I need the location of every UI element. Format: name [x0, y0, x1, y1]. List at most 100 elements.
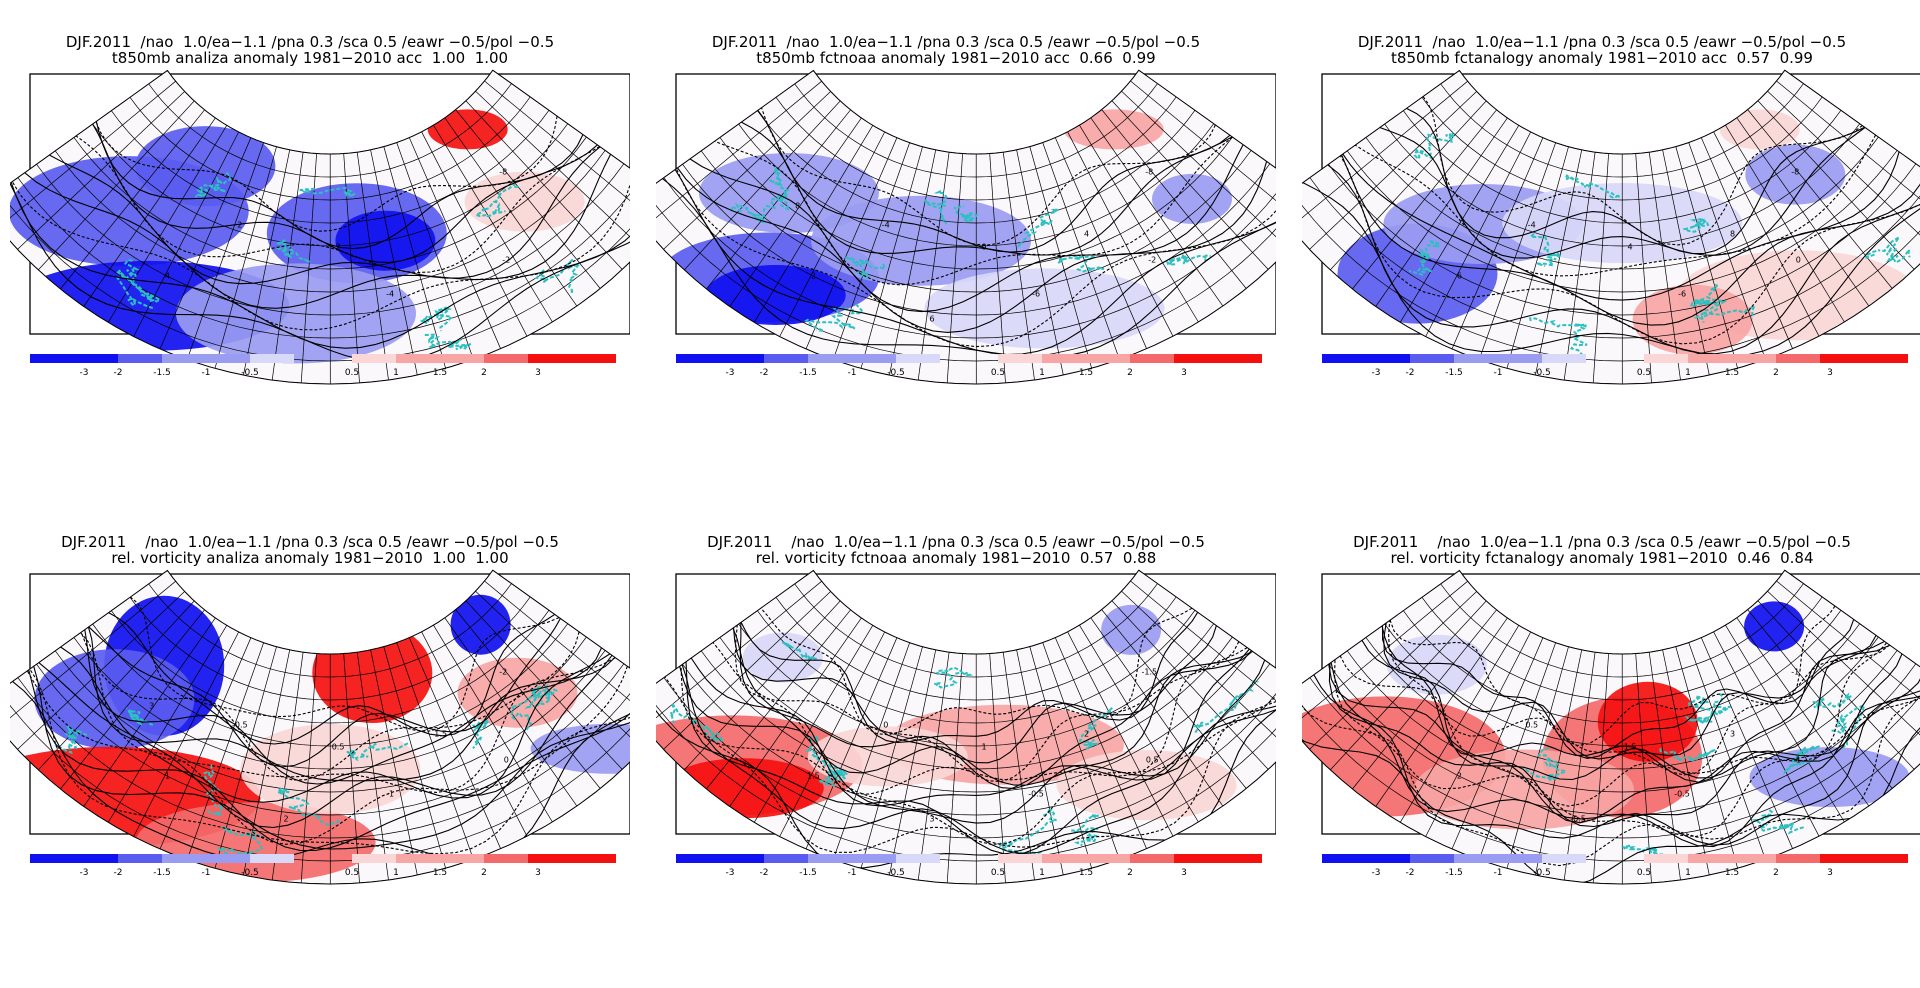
- colorbar-tick-label: 2: [1773, 868, 1779, 878]
- anomaly-shade: [457, 657, 578, 728]
- contour-label: 3: [149, 702, 154, 711]
- map-panel-vorticity-fctnoaa: DJF.2011 /nao 1.0/ea−1.1 /pna 0.3 /sca 0…: [656, 534, 1276, 974]
- panel-title-line1: DJF.2011 /nao 1.0/ea−1.1 /pna 0.3 /sca 0…: [61, 533, 559, 551]
- panel-title-line2: t850mb fctnoaa anomaly 1981−2010 acc 0.6…: [756, 49, 1156, 67]
- map-canvas: -8 -6 -4 -2 0 2 4 6 8 -3 -2 -1.5 -1 -0.5 0.5 1 1.5 2 3: [656, 69, 1276, 385]
- colorbar: -3 -2 -1.5 -1 -0.5 0.5 1 1.5 2 3: [1322, 354, 1908, 378]
- contour-lines: [662, 107, 1276, 358]
- contour-label: -4: [882, 221, 890, 230]
- colorbar-tick-label: -1.5: [799, 868, 817, 878]
- contour-lines: [12, 596, 630, 862]
- colorbar-tick-label: -1: [202, 868, 211, 878]
- panel-title-line1: DJF.2011 /nao 1.0/ea−1.1 /pna 0.3 /sca 0…: [65, 33, 555, 51]
- colorbar-tick-label: -0.5: [1533, 368, 1551, 378]
- colorbar-tick-label: 3: [535, 868, 541, 878]
- contour-label: 2: [1084, 729, 1089, 738]
- colorbar-tick-label: -1: [202, 368, 211, 378]
- colorbar-tick-label: 3: [1827, 868, 1833, 878]
- panel-title-line1: DJF.2011 /nao 1.0/ea−1.1 /pna 0.3 /sca 0…: [707, 533, 1205, 551]
- contour-label: -1: [386, 789, 394, 798]
- coastline: [54, 682, 558, 858]
- colorbar-tick-label: 0.5: [1637, 868, 1651, 878]
- contour-label: -8: [1791, 168, 1799, 177]
- contour-label: 0.5: [1146, 755, 1159, 764]
- contour-label: 1.5: [434, 729, 447, 738]
- colorbar-tick-label: 1: [1039, 868, 1045, 878]
- colorbar: -3 -2 -1.5 -1 -0.5 0.5 1 1.5 2 3: [676, 854, 1262, 878]
- colorbar-tick-label: 0.5: [345, 868, 359, 878]
- contour-label: 6: [1457, 271, 1462, 280]
- colorbar-tick-label: -1.5: [153, 868, 171, 878]
- colorbar-tick-label: 3: [1181, 868, 1187, 878]
- contour-label: -8: [499, 168, 507, 177]
- colorbar-tick-label: -3: [1372, 368, 1381, 378]
- colorbar-tick-label: -0.5: [1533, 868, 1551, 878]
- contour-label: 3: [1730, 729, 1735, 738]
- contour-label: 4: [1084, 229, 1089, 238]
- contour-label: 2: [336, 243, 341, 252]
- contour-label: -0.5: [1674, 789, 1690, 798]
- colorbar-tick-label: 2: [1127, 868, 1133, 878]
- contour-label: 2: [1457, 771, 1462, 780]
- anomaly-shade: [1744, 601, 1805, 652]
- colorbar: -3 -2 -1.5 -1 -0.5 0.5 1 1.5 2 3: [676, 354, 1262, 378]
- contour-label: -8: [1145, 168, 1153, 177]
- anomaly-shade: [1101, 604, 1162, 655]
- anomaly-shade: [34, 649, 195, 750]
- colorbar: -3 -2 -1.5 -1 -0.5 0.5 1 1.5 2 3: [30, 354, 616, 378]
- contour-label: 0: [982, 243, 987, 252]
- contour-label: 0: [1796, 255, 1801, 264]
- panel-title-line2: rel. vorticity analiza anomaly 1981−2010…: [111, 549, 509, 567]
- anomaly-shade: [1386, 634, 1487, 695]
- map-panel-t850-fctanalogy: DJF.2011 /nao 1.0/ea−1.1 /pna 0.3 /sca 0…: [1302, 34, 1920, 474]
- contour-lines: [10, 115, 630, 363]
- contour-lines: [656, 607, 1276, 869]
- colorbar-tick-label: -2: [1406, 368, 1415, 378]
- contour-lines: [1302, 96, 1920, 357]
- colorbar-tick-label: -3: [80, 868, 89, 878]
- contour-label: 1.5: [1624, 743, 1637, 752]
- anomaly-shade: [1745, 144, 1846, 205]
- colorbar-tick-label: -3: [1372, 868, 1381, 878]
- colorbar-tick-label: 1.5: [1725, 368, 1739, 378]
- colorbar-tick-label: 3: [535, 368, 541, 378]
- coastline: [116, 171, 583, 351]
- contour-label: -6: [1678, 289, 1686, 298]
- colorbar-tick-label: 1: [1039, 368, 1045, 378]
- anomaly-shade: [742, 632, 823, 683]
- colorbar-tick-label: -1: [848, 868, 857, 878]
- colorbar: -3 -2 -1.5 -1 -0.5 0.5 1 1.5 2 3: [30, 854, 616, 878]
- colorbar-tick-label: -0.5: [241, 868, 259, 878]
- colorbar-tick-label: -1.5: [799, 368, 817, 378]
- contour-lines: [1302, 605, 1920, 884]
- colorbar-tick-label: 1: [393, 868, 399, 878]
- contour-label: -0.5: [232, 721, 248, 730]
- map-panel-vorticity-analiza: DJF.2011 /nao 1.0/ea−1.1 /pna 0.3 /sca 0…: [10, 534, 630, 974]
- colorbar-tick-label: 1.5: [433, 868, 447, 878]
- contour-label: 4: [1628, 243, 1633, 252]
- contour-label: -2: [502, 255, 510, 264]
- contour-label: 0.5: [332, 743, 345, 752]
- map-canvas: -8 -6 -4 0 4 6 8 -3 -2 -1.5 -1 -0.5 0.5 1 1.5 2 3: [1302, 69, 1920, 385]
- panel-title-line1: DJF.2011 /nao 1.0/ea−1.1 /pna 0.3 /sca 0…: [1357, 33, 1847, 51]
- colorbar-tick-label: -2: [114, 868, 123, 878]
- colorbar-tick-label: -1.5: [1445, 368, 1463, 378]
- contour-label: 0: [883, 721, 888, 730]
- colorbar-tick-label: 1.5: [433, 368, 447, 378]
- colorbar-tick-label: -3: [726, 868, 735, 878]
- colorbar-tick-label: -2: [1406, 868, 1415, 878]
- colorbar-tick-label: -2: [114, 368, 123, 378]
- colorbar-tick-label: -0.5: [241, 368, 259, 378]
- colorbar-tick-label: -1.5: [153, 368, 171, 378]
- colorbar-tick-label: -1: [848, 368, 857, 378]
- colorbar-tick-label: 0.5: [991, 368, 1005, 378]
- contour-label: 0: [504, 755, 509, 764]
- contour-label: -2: [499, 668, 507, 677]
- colorbar-tick-label: 1.5: [1079, 868, 1093, 878]
- panel-title-line1: DJF.2011 /nao 1.0/ea−1.1 /pna 0.3 /sca 0…: [711, 33, 1201, 51]
- coastline: [730, 166, 1211, 332]
- panel-title-line2: t850mb analiza anomaly 1981−2010 acc 1.0…: [111, 49, 509, 67]
- colorbar-tick-label: -0.5: [887, 368, 905, 378]
- colorbar-tick-label: 2: [1127, 368, 1133, 378]
- colorbar-tick-label: -1.5: [1445, 868, 1463, 878]
